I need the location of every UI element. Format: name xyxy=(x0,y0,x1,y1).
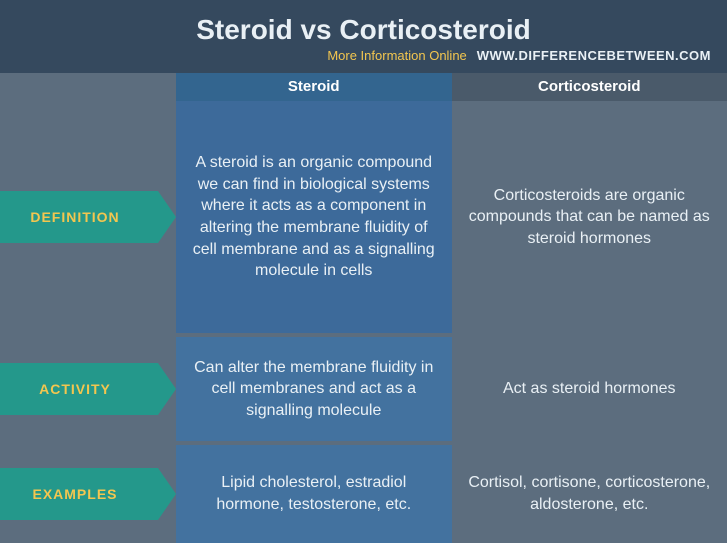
row-label-arrow: DEFINITION xyxy=(0,191,158,243)
cell-left: A steroid is an organic compound we can … xyxy=(176,101,452,333)
more-info-label: More Information Online xyxy=(327,48,466,63)
cell-right: Act as steroid hormones xyxy=(452,337,727,441)
row-label-wrap: DEFINITION xyxy=(0,101,176,333)
row-label-wrap: EXAMPLES xyxy=(0,445,176,543)
row-label-arrow: ACTIVITY xyxy=(0,363,158,415)
column-headers: Steroid Corticosteroid xyxy=(0,73,727,101)
column-header-spacer xyxy=(0,73,176,101)
cell-left: Lipid cholesterol, estradiol hormone, te… xyxy=(176,445,452,543)
comparison-row: EXAMPLES Lipid cholesterol, estradiol hor… xyxy=(0,445,727,543)
column-header-left: Steroid xyxy=(176,73,452,101)
source-url: WWW.DIFFERENCEBETWEEN.COM xyxy=(477,48,711,63)
column-header-right: Corticosteroid xyxy=(452,73,727,101)
rows-container: DEFINITION A steroid is an organic compou… xyxy=(0,101,727,543)
cell-left: Can alter the membrane fluidity in cell … xyxy=(176,337,452,441)
comparison-infographic: Steroid vs Corticosteroid More Informati… xyxy=(0,0,727,543)
cell-right: Cortisol, cortisone, corticosterone, ald… xyxy=(452,445,727,543)
page-title: Steroid vs Corticosteroid xyxy=(16,14,711,46)
header: Steroid vs Corticosteroid More Informati… xyxy=(0,0,727,73)
row-label-arrow: EXAMPLES xyxy=(0,468,158,520)
comparison-row: DEFINITION A steroid is an organic compou… xyxy=(0,101,727,333)
row-label-wrap: ACTIVITY xyxy=(0,337,176,441)
comparison-row: ACTIVITY Can alter the membrane fluidity … xyxy=(0,337,727,441)
header-subline: More Information Online WWW.DIFFERENCEBE… xyxy=(16,48,711,63)
cell-right: Corticosteroids are organic compounds th… xyxy=(452,101,727,333)
